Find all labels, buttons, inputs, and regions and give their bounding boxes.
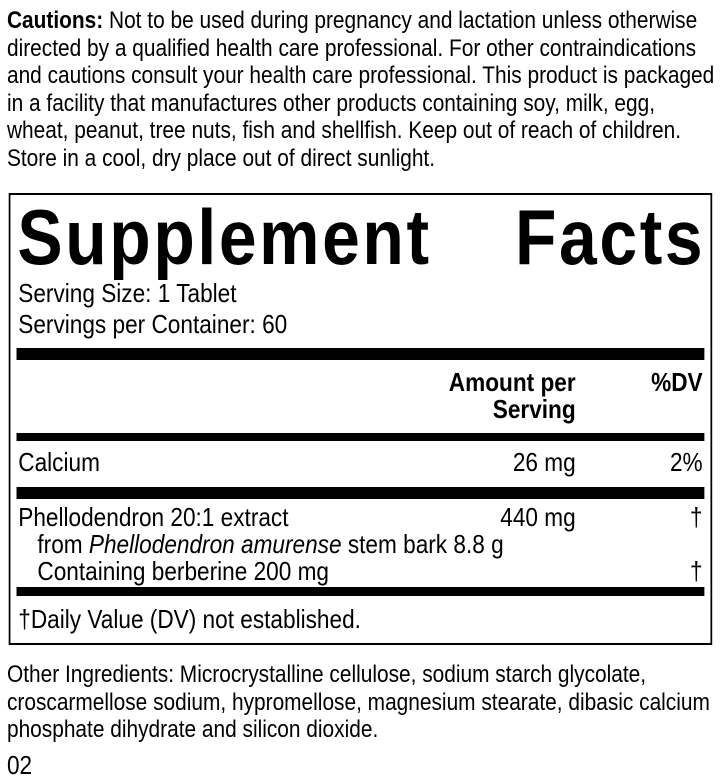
divider-bar-thick-mid [16,487,705,499]
table-rowgroup-phellodendron: Phellodendron 20:1 extract 440 mg † from… [10,499,710,585]
other-ingredients-paragraph: Other Ingredients: Microcrystalline cell… [6,661,710,743]
ingredient-dv: † [690,502,703,532]
ingredient-amount: 26 mg [512,447,576,477]
ingredient-dv: † [690,556,703,586]
amount-per-serving-header: Amount per Serving [448,367,576,424]
ingredient-name: Containing berberine 200 mg [37,556,330,586]
serving-size: Serving Size: 1 Tablet [18,278,237,308]
page-code: 02 [6,749,33,780]
servings-per-container: Servings per Container: 60 [18,309,288,339]
divider-bar-under-header [16,433,705,441]
source-prefix: from [37,529,89,559]
cautions-paragraph: Cautions: Not to be used during pregnanc… [0,0,720,172]
table-row-calcium: Calcium 26 mg 2% [10,441,710,482]
source-latin-name: Phellodendron amurense [88,529,342,559]
table-row-berberine: Containing berberine 200 mg † [10,558,710,585]
supplement-facts-panel: Supplement Facts Serving Size: 1 Tablet … [8,193,713,645]
panel-title: Supplement Facts [10,193,710,281]
dv-footnote: †Daily Value (DV) not established. [18,604,361,634]
ingredient-name: Phellodendron 20:1 extract [18,502,289,532]
table-row-phellodendron: Phellodendron 20:1 extract 440 mg † [10,504,710,531]
ingredient-dv: 2% [669,447,703,477]
percent-dv-header: %DV [651,367,703,397]
ingredient-amount: 440 mg [500,502,576,532]
divider-bar-bottom [16,587,705,596]
title-word-supplement: Supplement [17,193,432,281]
source-suffix: stem bark 8.8 g [341,529,504,559]
cautions-label: Cautions: [6,7,104,34]
ingredient-source: from Phellodendron amurense stem bark 8.… [18,531,702,558]
cautions-text: Not to be used during pregnancy and lact… [6,7,715,172]
divider-bar-thick-top [16,348,705,360]
table-header-row: Amount per Serving %DV [10,360,710,433]
title-word-facts: Facts [515,193,706,281]
ingredient-name: Calcium [18,447,100,477]
table-row-source: from Phellodendron amurense stem bark 8.… [10,531,710,558]
